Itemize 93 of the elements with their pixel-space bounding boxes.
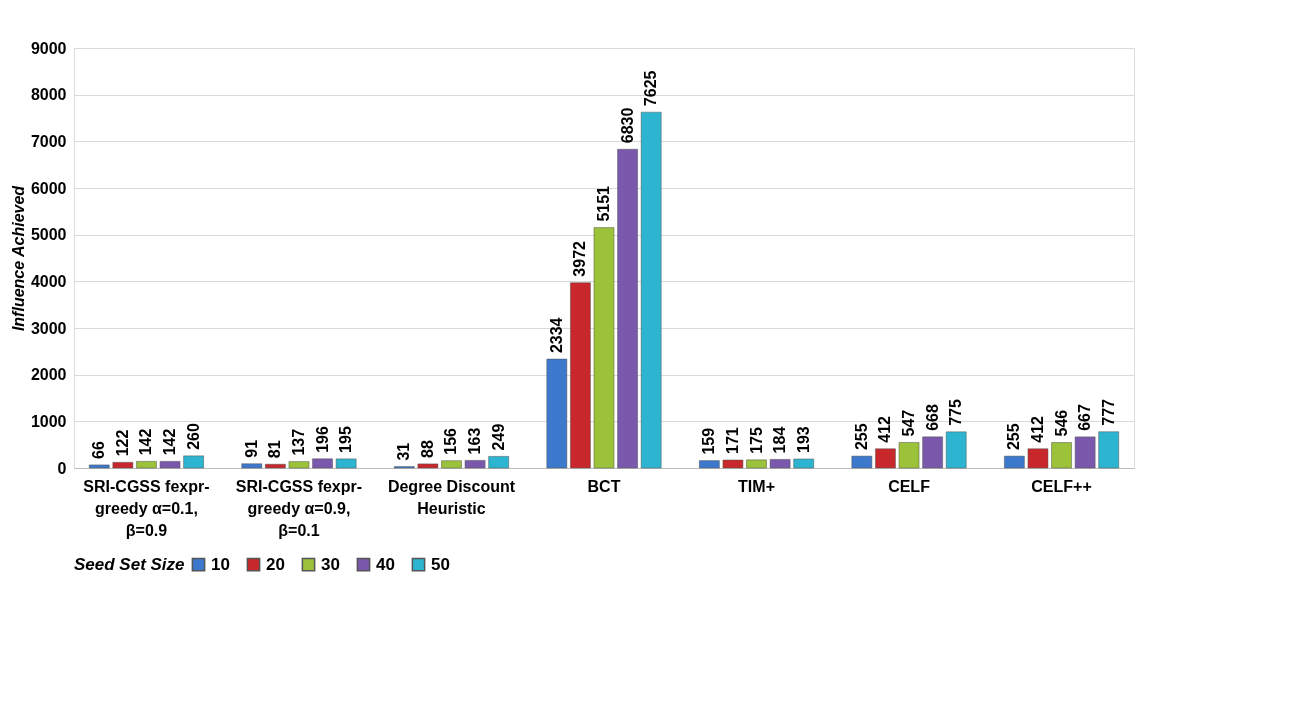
bar <box>1098 431 1119 469</box>
bar <box>1004 455 1025 469</box>
bar <box>793 458 814 469</box>
bar <box>898 442 920 469</box>
bar <box>288 461 310 469</box>
data-label: 412 <box>1028 415 1046 443</box>
bar <box>922 436 943 469</box>
data-label: 775 <box>947 399 965 426</box>
data-label: 66 <box>90 441 108 459</box>
data-label: 122 <box>113 429 131 457</box>
x-tick-label: TIM+ <box>738 477 775 495</box>
x-tick-label: SRI-CGSS fexpr-greedy α=0.9, β=0.1 <box>235 477 363 539</box>
x-tick-label: Degree Discount Heuristic <box>387 477 516 517</box>
y-axis-title: Influence Achieved <box>9 184 27 332</box>
y-tick-label: 7000 <box>30 132 67 150</box>
bar <box>335 458 357 469</box>
legend-label: 20 <box>266 554 285 574</box>
legend-title: Seed Set Size <box>74 555 185 574</box>
bar <box>441 460 462 469</box>
y-tick-label: 1000 <box>30 412 67 430</box>
y-tick-label: 3000 <box>30 319 67 337</box>
data-label: 7625 <box>642 70 660 107</box>
data-label: 163 <box>466 427 484 455</box>
data-label: 260 <box>184 423 202 450</box>
bar <box>746 459 767 469</box>
legend-label: 50 <box>431 554 450 574</box>
data-label: 142 <box>137 428 155 456</box>
bar <box>312 458 333 469</box>
data-label: 667 <box>1076 404 1094 431</box>
data-label: 142 <box>161 428 179 456</box>
data-label: 196 <box>313 426 331 453</box>
bar <box>640 111 662 469</box>
data-label: 91 <box>242 439 260 458</box>
data-label: 668 <box>923 404 941 431</box>
bar <box>1074 436 1096 469</box>
data-label: 175 <box>747 427 765 454</box>
x-tick-label: CELF++ <box>1031 477 1092 495</box>
x-tick-label: BCT <box>587 477 621 495</box>
bar <box>136 461 157 469</box>
y-tick-label: 2000 <box>30 366 67 384</box>
data-label: 159 <box>700 427 718 455</box>
bar <box>112 462 134 469</box>
data-label: 137 <box>289 428 307 456</box>
bar <box>570 282 591 469</box>
bar <box>183 455 204 469</box>
data-label: 195 <box>337 426 355 453</box>
x-tick-label: SRI-CGSS fexpr-greedy α=0.1, β=0.9 <box>83 477 210 539</box>
data-label: 249 <box>489 423 507 451</box>
data-label: 547 <box>900 409 918 437</box>
data-label: 2334 <box>547 317 565 354</box>
data-label: 777 <box>1099 398 1117 426</box>
data-label: 171 <box>723 427 741 455</box>
bar <box>241 463 263 469</box>
x-tick-label: CELF <box>888 477 931 495</box>
data-label: 156 <box>442 427 460 455</box>
bar <box>851 455 873 469</box>
bar <box>593 227 615 469</box>
bar <box>488 456 509 469</box>
y-tick-label: 9000 <box>30 39 67 57</box>
bar <box>464 460 486 469</box>
bar <box>159 461 181 469</box>
y-tick-label: 8000 <box>30 86 67 104</box>
data-label: 193 <box>794 426 812 453</box>
data-label: 3972 <box>571 240 589 277</box>
data-label: 31 <box>395 442 413 461</box>
y-tick-label: 6000 <box>30 179 67 197</box>
data-label: 88 <box>418 439 436 458</box>
data-label: 255 <box>852 423 870 451</box>
bar <box>875 448 896 469</box>
data-label: 5151 <box>595 185 612 222</box>
legend-label: 10 <box>211 554 230 574</box>
y-tick-label: 5000 <box>30 226 67 244</box>
data-label: 6830 <box>618 107 636 144</box>
bar <box>1051 442 1072 469</box>
bar <box>265 463 286 469</box>
bar <box>89 464 110 469</box>
bar <box>617 149 638 469</box>
legend-label: 30 <box>321 554 340 574</box>
bar <box>945 431 967 469</box>
bar <box>769 459 791 469</box>
y-tick-label: 4000 <box>30 272 67 290</box>
data-label: 184 <box>771 426 789 454</box>
bar <box>546 358 568 469</box>
data-label: 412 <box>876 415 894 443</box>
data-label: 81 <box>266 440 284 459</box>
legend-label: 40 <box>376 554 395 574</box>
data-label: 546 <box>1052 409 1070 437</box>
bar <box>699 460 720 469</box>
bar <box>722 459 744 469</box>
y-tick-label: 0 <box>57 459 67 477</box>
bar <box>1027 448 1049 469</box>
data-label: 255 <box>1005 423 1023 451</box>
bar <box>417 463 439 469</box>
